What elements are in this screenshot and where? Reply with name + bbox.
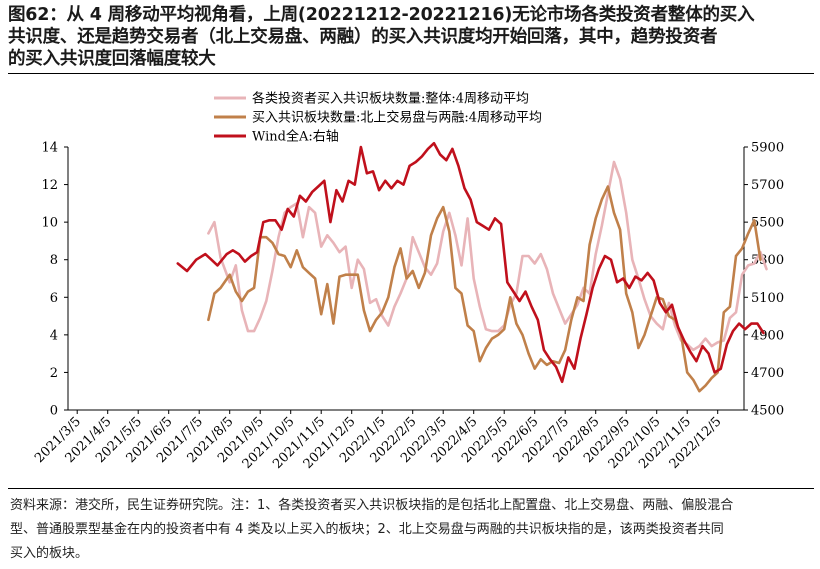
y-right-tick-label: 5500 — [751, 216, 784, 231]
title-line-2: 共识度、还是趋势交易者（北上交易盘、两融）的买入共识度均开始回落，其中，趋势投资… — [8, 27, 718, 47]
y-right-tick-label: 5700 — [751, 178, 784, 193]
y-left-tick-label: 8 — [50, 253, 58, 268]
footnote-line-2: 型、普通股票型基金在内的投资者中有 4 类及以上买入的板块；2、北上交易盘与两融… — [10, 522, 724, 537]
y-left-tick-label: 12 — [41, 178, 58, 193]
series-line-wind — [176, 141, 765, 384]
legend-label-wind: Wind全A:右轴 — [252, 129, 339, 145]
y-left-tick-label: 4 — [50, 328, 58, 343]
legend-label-overall: 各类投资者买入共识板块数量:整体:4周移动平均 — [252, 91, 529, 107]
title-line-1: 图62：从 4 周移动平均视角看，上周(20221212-20221216)无论… — [8, 5, 755, 25]
legend: 各类投资者买入共识板块数量:整体:4周移动平均买入共识板块数量:北上交易盘与两融… — [214, 91, 542, 145]
footnote-line-1: 资料来源：港交所，民生证券研究院。注：1、各类投资者买入共识板块指的是包括北上配… — [10, 498, 734, 513]
title-divider — [8, 73, 814, 74]
series-line-north-margin — [207, 185, 762, 393]
series-line-overall — [207, 160, 768, 352]
series-lines — [176, 141, 768, 393]
y-right-tick-label: 4900 — [751, 328, 784, 343]
footnote: 资料来源：港交所，民生证券研究院。注：1、各类投资者买入共识板块指的是包括北上配… — [10, 494, 814, 566]
y-left-tick-label: 6 — [50, 291, 58, 306]
chart-title: 图62：从 4 周移动平均视角看，上周(20221212-20221216)无论… — [8, 4, 814, 70]
y-left-tick-label: 14 — [41, 141, 58, 156]
y-right-tick-label: 4500 — [751, 404, 784, 419]
y-right-tick-label: 5900 — [751, 141, 784, 156]
y-left-tick-label: 0 — [50, 404, 58, 419]
y-left-tick-label: 2 — [50, 366, 58, 381]
y-left-tick-label: 10 — [41, 216, 58, 231]
legend-label-north-margin: 买入共识板块数量:北上交易盘与两融:4周移动平均 — [252, 110, 542, 126]
y-right-tick-label: 5100 — [751, 291, 784, 306]
footnote-line-3: 买入的板块。 — [10, 546, 89, 561]
y-right-tick-label: 4700 — [751, 366, 784, 381]
footnote-divider — [8, 488, 814, 489]
title-line-3: 的买入共识度回落幅度较大 — [8, 49, 216, 69]
